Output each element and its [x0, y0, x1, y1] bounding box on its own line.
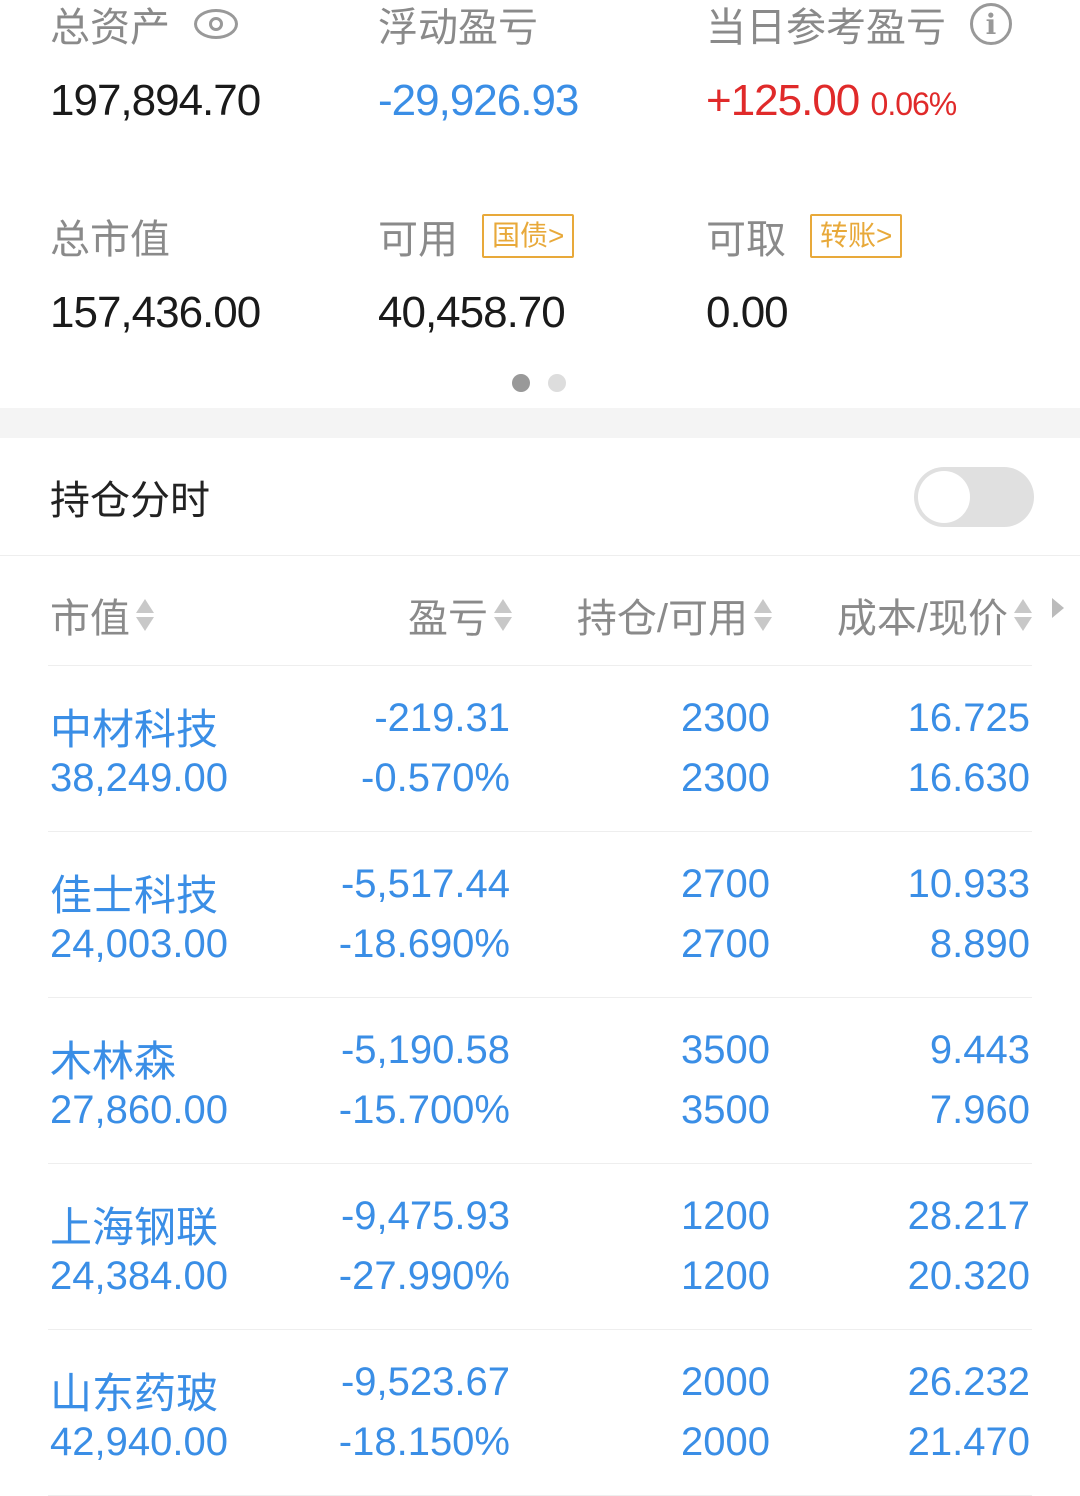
available-label: 可用 — [378, 218, 458, 262]
stock-name: 上海钢联 — [50, 1204, 219, 1251]
stock-name: 佳士科技 — [50, 872, 219, 919]
stock-name: 山东药玻 — [50, 1370, 219, 1417]
profit-loss: -5,517.44 — [340, 862, 510, 906]
account-summary: 总资产 197,894.70 浮动盈亏 -29,926.93 当日参考盈亏 i +… — [0, 0, 1080, 408]
table-row[interactable]: 佳士科技 24,003.00 -5,517.44 -18.690% 2700 2700 10… — [48, 832, 1032, 998]
profit-loss: -5,190.58 — [340, 1028, 510, 1072]
daily-pl: 当日参考盈亏 i +125.00 0.06% — [706, 0, 1012, 126]
treasury-bond-button[interactable]: 国债> — [482, 214, 575, 258]
floating-pl: 浮动盈亏 -29,926.93 — [378, 0, 579, 126]
holding: 3500 — [681, 1028, 770, 1072]
stock-name: 中材科技 — [50, 706, 219, 753]
table-row[interactable]: 木林森 27,860.00 -5,190.58 -15.700% 3500 3500 9.4… — [48, 998, 1032, 1164]
current-price: 21.470 — [907, 1420, 1030, 1464]
sort-icon — [1014, 599, 1032, 631]
market-value: 24,003.00 — [50, 922, 228, 966]
position-timeshare-row: 持仓分时 — [0, 438, 1080, 556]
available-value: 40,458.70 — [378, 288, 566, 337]
sort-icon — [754, 599, 772, 631]
floating-pl-label: 浮动盈亏 — [378, 6, 538, 50]
sort-icon — [136, 599, 154, 631]
table-header: 市值 盈亏 持仓/可用 成本/现价 — [48, 556, 1032, 666]
floating-pl-value: -29,926.93 — [378, 76, 579, 125]
header-label: 市值 — [50, 597, 130, 641]
current-price: 8.890 — [929, 922, 1030, 966]
holding: 1200 — [681, 1194, 770, 1238]
sort-icon — [494, 599, 512, 631]
transfer-button[interactable]: 转账> — [810, 214, 903, 258]
market-value-value: 157,436.00 — [50, 288, 261, 337]
total-assets-value: 197,894.70 — [50, 76, 261, 125]
available: 可用 国债> 40,458.70 — [378, 212, 575, 338]
positions-list: 中材科技 38,249.00 -219.31 -0.570% 2300 2300 16.72… — [0, 666, 1080, 1496]
page-dot[interactable] — [548, 374, 566, 392]
profit-loss-percent: -27.990% — [338, 1254, 510, 1298]
withdrawable: 可取 转账> 0.00 — [706, 212, 903, 338]
header-label: 成本/现价 — [836, 597, 1008, 641]
current-price: 16.630 — [907, 756, 1030, 800]
profit-loss-percent: -18.150% — [338, 1420, 510, 1464]
daily-pl-value: +125.00 — [706, 76, 860, 125]
available-qty: 2700 — [681, 922, 770, 966]
position-timeshare-toggle[interactable] — [914, 466, 1034, 527]
profit-loss-percent: -15.700% — [338, 1088, 510, 1132]
cost: 16.725 — [907, 696, 1030, 740]
total-assets: 总资产 197,894.70 — [50, 0, 261, 126]
available-qty: 3500 — [681, 1088, 770, 1132]
daily-pl-label: 当日参考盈亏 — [706, 6, 946, 50]
market-value: 27,860.00 — [50, 1088, 228, 1132]
page-indicator[interactable] — [512, 374, 566, 392]
cost: 10.933 — [907, 862, 1030, 906]
profit-loss-percent: -18.690% — [338, 922, 510, 966]
header-cost-price[interactable]: 成本/现价 — [837, 586, 1032, 644]
table-row[interactable]: 中材科技 38,249.00 -219.31 -0.570% 2300 2300 16.72… — [48, 666, 1032, 832]
market-value: 38,249.00 — [50, 756, 228, 800]
eye-icon[interactable] — [194, 9, 238, 39]
available-qty: 2000 — [681, 1420, 770, 1464]
withdrawable-value: 0.00 — [706, 288, 789, 337]
cost: 9.443 — [929, 1028, 1030, 1072]
profit-loss: -9,523.67 — [340, 1360, 510, 1404]
header-pl[interactable]: 盈亏 — [408, 586, 512, 644]
market-value: 42,940.00 — [50, 1420, 228, 1464]
profit-loss-percent: -0.570% — [361, 756, 510, 800]
divider — [0, 408, 1080, 438]
profit-loss: -9,475.93 — [340, 1194, 510, 1238]
available-qty: 1200 — [681, 1254, 770, 1298]
current-price: 7.960 — [929, 1088, 1030, 1132]
withdrawable-label: 可取 — [706, 218, 786, 262]
holding: 2300 — [681, 696, 770, 740]
header-market-value[interactable]: 市值 — [50, 586, 154, 644]
cost: 28.217 — [907, 1194, 1030, 1238]
market-value: 24,384.00 — [50, 1254, 228, 1298]
table-row[interactable]: 山东药玻 42,940.00 -9,523.67 -18.150% 2000 2000 26… — [48, 1330, 1032, 1496]
profit-loss: -219.31 — [374, 696, 510, 740]
total-assets-label: 总资产 — [50, 6, 170, 50]
page-dot[interactable] — [512, 374, 530, 392]
current-price: 20.320 — [907, 1254, 1030, 1298]
holding: 2000 — [681, 1360, 770, 1404]
daily-pl-percent: 0.06% — [870, 86, 958, 122]
available-qty: 2300 — [681, 756, 770, 800]
market-value: 总市值 157,436.00 — [50, 212, 261, 338]
table-row[interactable]: 上海钢联 24,384.00 -9,475.93 -27.990% 1200 1200 28… — [48, 1164, 1032, 1330]
position-timeshare-label: 持仓分时 — [50, 478, 210, 523]
cost: 26.232 — [907, 1360, 1030, 1404]
scroll-right-icon[interactable] — [1052, 598, 1064, 618]
header-holding[interactable]: 持仓/可用 — [577, 586, 772, 644]
header-label: 盈亏 — [408, 597, 488, 641]
holding: 2700 — [681, 862, 770, 906]
stock-name: 木林森 — [50, 1038, 177, 1085]
market-value-label: 总市值 — [50, 218, 170, 262]
info-icon[interactable]: i — [970, 3, 1012, 45]
header-label: 持仓/可用 — [576, 597, 748, 641]
